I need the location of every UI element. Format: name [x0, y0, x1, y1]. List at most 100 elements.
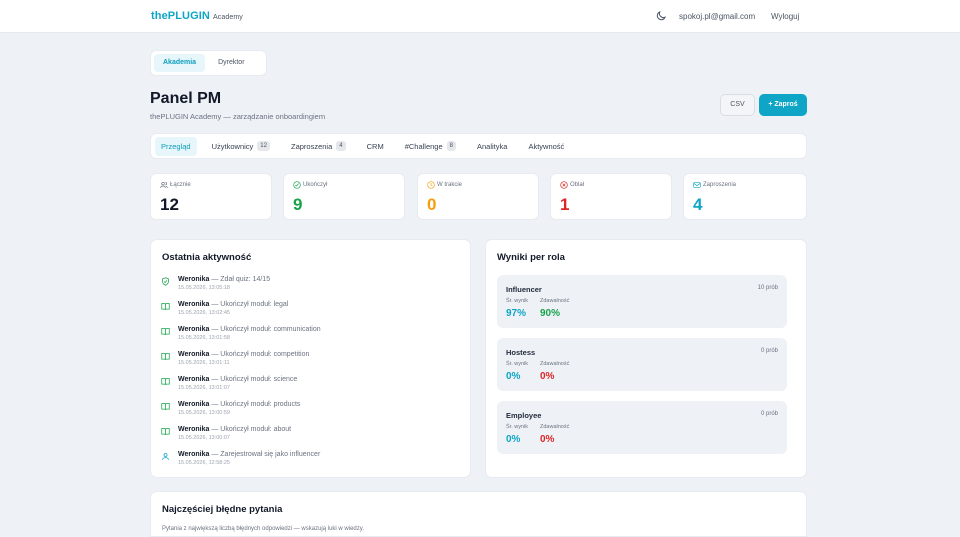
activity-text: — Ukończył moduł: competition — [209, 351, 310, 358]
stat-value: 12 — [160, 195, 179, 214]
avg-label: Śr. wynik — [506, 298, 529, 304]
activity-text: — Zdał quiz: 14/15 — [209, 276, 271, 283]
tab-aktywnosc[interactable]: Aktywność — [522, 137, 570, 156]
activity-text: — Zarejestrował się jako influencer — [209, 451, 321, 458]
tab-label: Analityka — [477, 141, 508, 151]
stat-value: 4 — [693, 195, 703, 214]
activity-time: 15.05.2026, 13:01:07 — [178, 385, 230, 391]
role-attempts: 10 prób — [757, 285, 778, 291]
activity-text: — Ukończył moduł: science — [209, 376, 298, 383]
avg-value: 0% — [506, 434, 521, 445]
stat-card-invitations: Zaproszenia 4 — [683, 173, 807, 220]
role-tab-dyrektor[interactable]: Dyrektor — [218, 59, 245, 66]
avg-value: 0% — [506, 371, 521, 382]
roles-card: Wyniki per rola Influencer 10 prób Śr. w… — [485, 239, 807, 478]
x-circle-icon — [560, 181, 568, 189]
logo-sub: Academy — [212, 14, 243, 21]
activity-time: 15.05.2026, 13:01:58 — [178, 335, 230, 341]
wrong-questions-card: Najczęściej błędne pytania Pytania z naj… — [150, 491, 807, 537]
activity-text: — Ukończył moduł: communication — [209, 326, 321, 333]
tab-crm[interactable]: CRM — [361, 137, 390, 156]
book-icon — [161, 328, 170, 335]
page-title: Panel PM — [150, 90, 222, 107]
activity-user: Weronika — [178, 326, 210, 333]
clock-icon — [427, 181, 435, 189]
activity-user: Weronika — [178, 276, 210, 283]
book-icon — [161, 303, 170, 310]
stat-label: Ukończył — [303, 182, 328, 188]
top-bar: thePLUGIN Academy spokoj.pl@gmail.com Wyl… — [0, 0, 960, 33]
logo[interactable]: thePLUGIN Academy — [151, 10, 243, 22]
pass-label: Zdawalność — [540, 424, 570, 430]
tab-badge: 8 — [446, 141, 456, 151]
activity-time: 15.05.2026, 13:05:18 — [178, 285, 230, 291]
tab-analityka[interactable]: Analityka — [471, 137, 513, 156]
pass-value: 90% — [540, 308, 561, 319]
tab-challenge[interactable]: #Challenge 8 — [399, 137, 462, 156]
roles-title: Wyniki per rola — [497, 252, 565, 263]
stat-label: W trakcie — [437, 182, 463, 188]
activity-user: Weronika — [178, 376, 210, 383]
csv-button[interactable]: CSV — [720, 94, 755, 116]
activity-time: 15.05.2026, 13:02:45 — [178, 310, 230, 316]
book-icon — [161, 403, 170, 410]
stat-card-total: Łącznie 12 — [150, 173, 272, 220]
role-box-employee: Employee 0 prób Śr. wynik Zdawalność 0% … — [497, 401, 787, 454]
stat-card-completed: Ukończył 9 — [283, 173, 405, 220]
tab-label: CRM — [366, 141, 384, 151]
role-tab-akademia[interactable]: Akademia — [154, 54, 206, 72]
pass-value: 0% — [540, 434, 555, 445]
tab-przeglad[interactable]: Przegląd — [155, 136, 197, 156]
pass-label: Zdawalność — [540, 298, 570, 304]
stat-value: 1 — [560, 195, 570, 214]
tab-zaproszenia[interactable]: Zaproszenia 4 — [285, 137, 352, 156]
activity-user: Weronika — [178, 301, 210, 308]
avg-label: Śr. wynik — [506, 424, 529, 430]
role-box-hostess: Hostess 0 prób Śr. wynik Zdawalność 0% 0… — [497, 338, 787, 391]
main-tabs: Przegląd Użytkownicy 12 Zaproszenia 4 CRM … — [150, 133, 807, 159]
role-attempts: 0 prób — [760, 348, 778, 354]
logout-button[interactable]: Wyloguj — [771, 12, 800, 21]
activity-text: — Ukończył moduł: products — [209, 401, 301, 408]
tab-uzytkownicy[interactable]: Użytkownicy 12 — [206, 137, 276, 156]
activity-text: — Ukończył moduł: legal — [209, 301, 289, 308]
page-subtitle: thePLUGIN Academy — zarządzanie onboardi… — [150, 112, 326, 121]
role-attempts: 0 prób — [760, 411, 778, 417]
role-name: Employee — [506, 411, 542, 420]
stat-label: Zaproszenia — [703, 182, 737, 188]
book-icon — [161, 353, 170, 360]
questions-subtitle: Pytania z największą liczbą błędnych odp… — [162, 526, 364, 532]
tab-badge: 4 — [336, 141, 346, 151]
questions-title: Najczęściej błędne pytania — [162, 504, 283, 515]
shield-check-icon — [162, 277, 169, 286]
activity-user: Weronika — [178, 426, 210, 433]
user-email: spokoj.pl@gmail.com — [679, 12, 756, 21]
role-name: Hostess — [506, 348, 536, 357]
activity-text: — Ukończył moduł: about — [209, 426, 292, 433]
activity-user: Weronika — [178, 451, 210, 458]
activity-time: 15.05.2026, 12:58:25 — [178, 460, 230, 466]
moon-icon[interactable] — [655, 10, 667, 22]
user-icon — [162, 453, 169, 460]
tab-badge: 12 — [257, 141, 270, 151]
stat-label: Łącznie — [170, 182, 191, 188]
stat-value: 9 — [293, 195, 303, 214]
role-name: Influencer — [506, 285, 542, 294]
role-switch: Akademia Dyrektor — [150, 50, 267, 76]
users-icon — [160, 182, 168, 189]
stat-card-failed: Oblał 1 — [550, 173, 672, 220]
role-box-influencer: Influencer 10 prób Śr. wynik Zdawalność … — [497, 275, 787, 328]
activity-time: 15.05.2026, 13:00:07 — [178, 435, 230, 441]
avg-label: Śr. wynik — [506, 361, 529, 367]
activity-card: Ostatnia aktywność Weronika — Zdał quiz:… — [150, 239, 471, 478]
tab-label: Użytkownicy — [211, 141, 254, 151]
tab-label: Przegląd — [161, 141, 191, 151]
tab-label: Zaproszenia — [290, 141, 333, 151]
stat-value: 0 — [427, 195, 437, 214]
activity-time: 15.05.2026, 13:01:11 — [178, 360, 230, 366]
invite-button[interactable]: + Zaproś — [759, 94, 807, 116]
avg-value: 97% — [506, 308, 527, 319]
book-icon — [161, 428, 170, 435]
check-circle-icon — [293, 181, 301, 189]
stat-card-in-progress: W trakcie 0 — [417, 173, 539, 220]
